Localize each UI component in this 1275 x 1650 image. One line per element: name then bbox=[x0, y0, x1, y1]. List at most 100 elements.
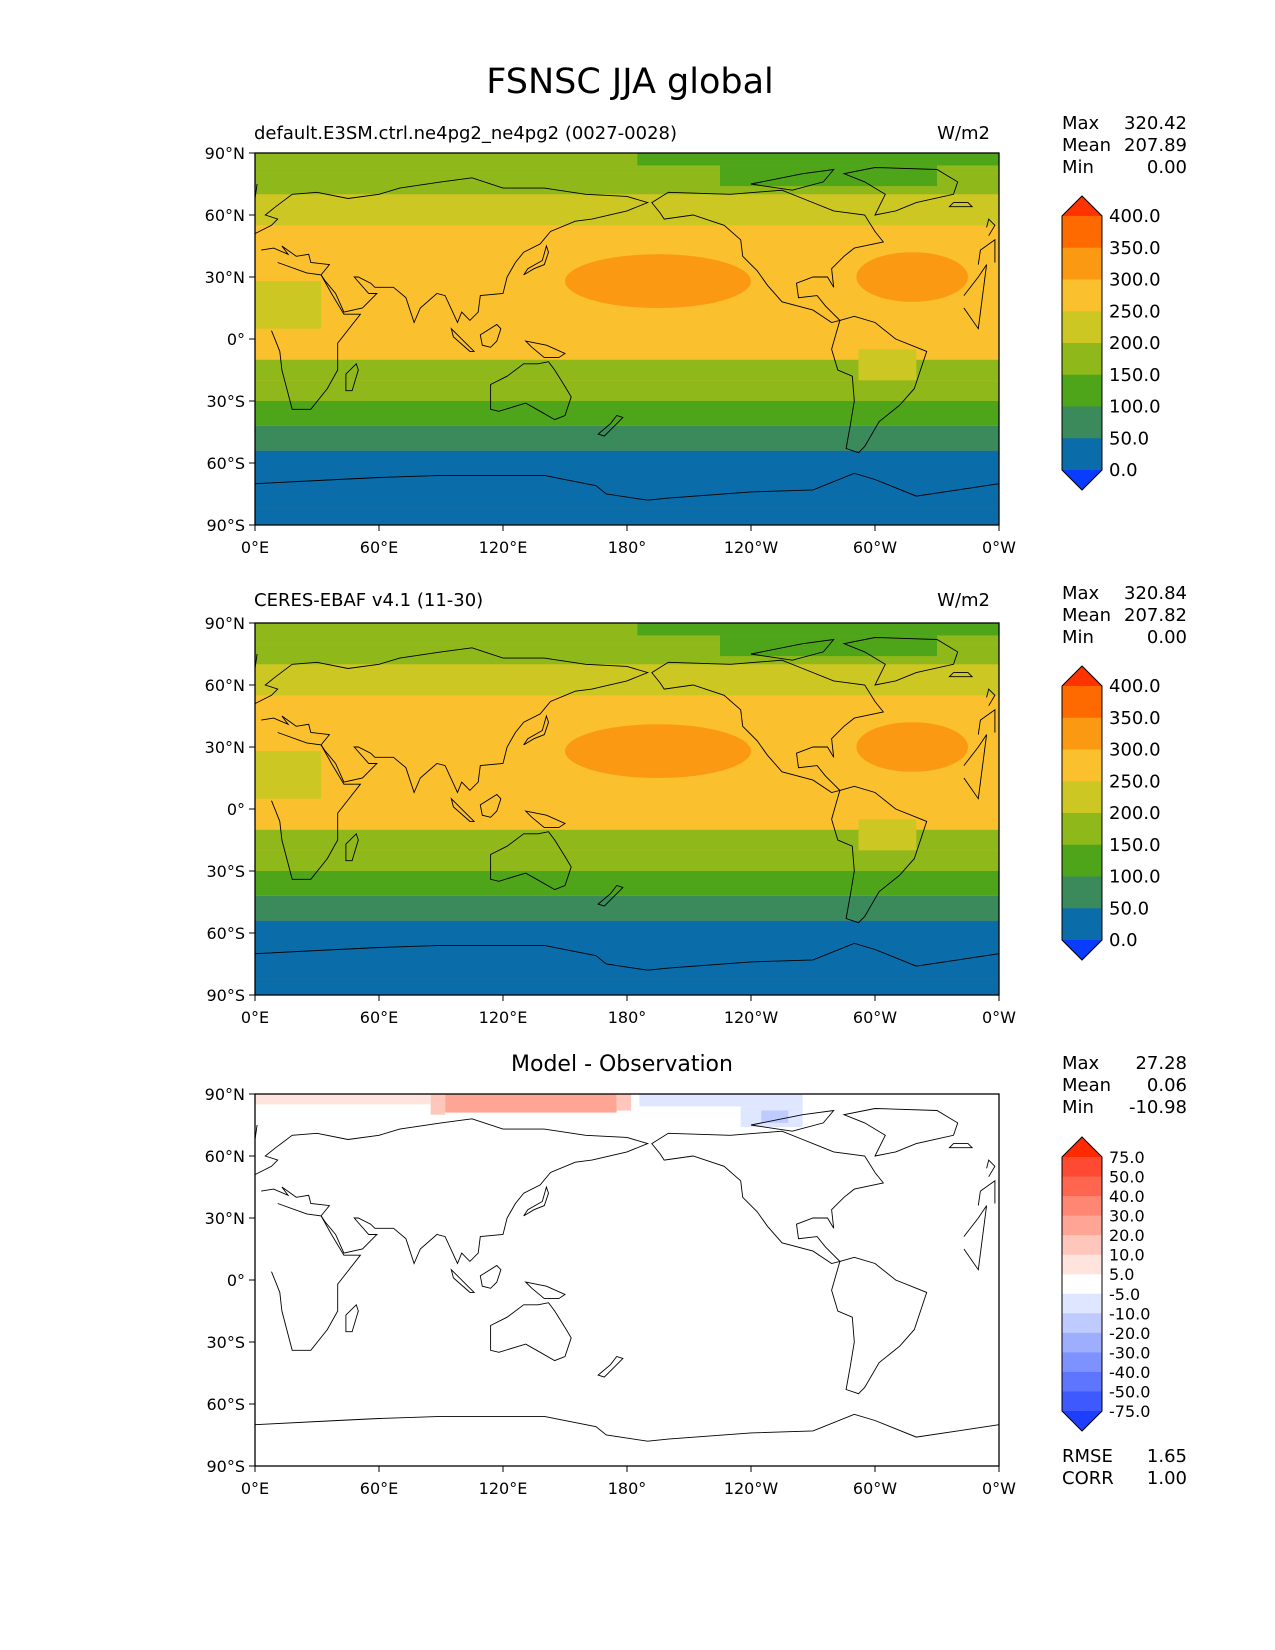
colorbar-tick-label: 250.0 bbox=[1109, 771, 1161, 792]
difference-region bbox=[616, 1094, 632, 1111]
stat-label: Min bbox=[1062, 157, 1094, 178]
colorbar-segment bbox=[1062, 717, 1102, 750]
colorbar-segment bbox=[1062, 343, 1102, 376]
panel-3-center-title: Model - Observation bbox=[511, 1052, 733, 1077]
colorbar-top-extension bbox=[1062, 1137, 1102, 1157]
x-tick-label: 0°E bbox=[241, 1479, 269, 1498]
error-stat-value: 1.00 bbox=[1147, 1468, 1187, 1489]
x-tick-label: 120°W bbox=[724, 1479, 779, 1498]
difference-region bbox=[761, 1110, 789, 1123]
difference-region bbox=[639, 1094, 803, 1107]
map-panel-3 bbox=[254, 1093, 1000, 1467]
stat-value: 207.82 bbox=[1124, 605, 1187, 626]
x-tick-label: 60°W bbox=[853, 1479, 897, 1498]
africa-outline-west bbox=[963, 264, 988, 330]
contour-region-north-atlantic bbox=[856, 252, 968, 302]
colorbar-tick-label: 20.0 bbox=[1109, 1226, 1145, 1245]
y-tick-label: 60°S bbox=[206, 924, 245, 943]
y-tick-label: 30°N bbox=[205, 1209, 245, 1228]
colorbar-tick-label: -75.0 bbox=[1109, 1402, 1150, 1421]
colorbar-segment bbox=[1062, 1352, 1102, 1373]
contour-band bbox=[255, 359, 999, 381]
colorbar-segment bbox=[1062, 1332, 1102, 1353]
y-tick-label: 60°S bbox=[206, 1395, 245, 1414]
y-tick-label: 60°N bbox=[205, 206, 245, 225]
colorbar-segment bbox=[1062, 279, 1102, 312]
colorbar-bottom-extension bbox=[1062, 1411, 1102, 1431]
north-america-outline bbox=[651, 189, 885, 323]
colorbar-segment bbox=[1062, 216, 1102, 249]
eurasia-outline bbox=[254, 1118, 650, 1265]
panel-difference: Model - Observation 0°E 60°E 120°E 180° 120°… bbox=[205, 1052, 1187, 1498]
colorbar-tick-label: 50.0 bbox=[1109, 428, 1149, 449]
colorbar-segment bbox=[1062, 1215, 1102, 1236]
japan-outline bbox=[523, 1185, 549, 1217]
contour-band bbox=[255, 895, 999, 921]
borneo-outline bbox=[479, 323, 502, 348]
colorbar-tick-label: 200.0 bbox=[1109, 803, 1161, 824]
panel-2-left-title: CERES-EBAF v4.1 (11-30) bbox=[254, 590, 483, 611]
contour-band bbox=[255, 871, 999, 896]
uk-outline-west bbox=[986, 688, 996, 706]
eurasia-outline bbox=[254, 647, 650, 794]
colorbar-outline bbox=[1061, 195, 1103, 491]
colorbar-segment bbox=[1062, 1196, 1102, 1217]
colorbar-segment bbox=[1062, 247, 1102, 280]
contour-band bbox=[255, 508, 999, 525]
y-tick-label: 30°S bbox=[206, 392, 245, 411]
x-tick-label: 120°E bbox=[479, 1479, 528, 1498]
colorbar-tick-label: 75.0 bbox=[1109, 1148, 1145, 1167]
x-tick-label: 0°W bbox=[982, 538, 1016, 557]
stats-panel-3: Max 27.28 Mean 0.06 Min -10.98 bbox=[1062, 1053, 1187, 1118]
new-zealand-outline bbox=[597, 1355, 624, 1378]
axis-ticks-panel-3: 0°E 60°E 120°E 180° 120°W 60°W 0°W 90°N 60°N 30°N… bbox=[205, 1085, 1017, 1498]
stat-value: 27.28 bbox=[1135, 1053, 1187, 1074]
sumatra-outline bbox=[450, 1268, 476, 1293]
y-tick-label: 30°N bbox=[205, 738, 245, 757]
contour-region-south-america bbox=[858, 349, 917, 381]
australia-outline bbox=[490, 361, 572, 421]
japan-outline bbox=[523, 714, 549, 746]
colorbar-segment bbox=[1062, 1235, 1102, 1256]
x-tick-label: 120°E bbox=[479, 538, 528, 557]
colorbar-tick-label: 350.0 bbox=[1109, 238, 1161, 259]
axis-ticks-panel-1: 0°E 60°E 120°E 180° 120°W 60°W 0°W 90°N 60°N 30°N… bbox=[205, 144, 1017, 557]
contour-region-south-america bbox=[858, 819, 917, 851]
y-tick-label: 90°N bbox=[205, 1085, 245, 1104]
colorbar-segment bbox=[1062, 1176, 1102, 1197]
difference-region bbox=[445, 1094, 617, 1113]
north-america-outline bbox=[651, 1130, 885, 1264]
stat-value: 207.89 bbox=[1124, 135, 1187, 156]
y-tick-label: 60°S bbox=[206, 454, 245, 473]
colorbar-tick-label: 400.0 bbox=[1109, 206, 1161, 227]
colorbar-tick-label: 300.0 bbox=[1109, 270, 1161, 291]
error-stat-label: RMSE bbox=[1062, 1446, 1113, 1467]
map-panel-1 bbox=[254, 152, 1000, 526]
panel-1-left-title: default.E3SM.ctrl.ne4pg2_ne4pg2 (0027-00… bbox=[254, 123, 677, 144]
stat-value: 320.84 bbox=[1124, 583, 1187, 604]
x-tick-label: 180° bbox=[608, 1008, 647, 1027]
panel-observation: CERES-EBAF v4.1 (11-30) W/m2 0°E 60°E 120°… bbox=[205, 583, 1187, 1027]
contour-band bbox=[255, 425, 999, 451]
greenland-wrap-outline bbox=[254, 1124, 258, 1140]
iceland-outline bbox=[948, 1143, 974, 1149]
arctic-islands-outline bbox=[750, 168, 835, 191]
difference-region bbox=[255, 1094, 431, 1105]
arctic-islands-outline bbox=[750, 638, 835, 661]
stat-label: Mean bbox=[1062, 135, 1111, 156]
contour-band bbox=[255, 380, 999, 401]
africa-outline bbox=[271, 1203, 362, 1351]
uk-outline-west bbox=[986, 1159, 996, 1177]
colorbar-tick-label: 150.0 bbox=[1109, 835, 1161, 856]
arctic-islands-outline bbox=[750, 1109, 835, 1132]
sumatra-outline bbox=[450, 797, 476, 822]
africa-outline bbox=[271, 732, 362, 880]
colorbar-tick-label: -30.0 bbox=[1109, 1343, 1150, 1362]
colorbar-outline bbox=[1061, 1136, 1103, 1432]
madagascar-outline bbox=[345, 832, 359, 862]
panel-1-unit: W/m2 bbox=[937, 123, 990, 144]
colorbar-segment bbox=[1062, 406, 1102, 439]
contour-region-north-atlantic bbox=[856, 722, 968, 772]
stat-label: Max bbox=[1062, 1053, 1100, 1074]
